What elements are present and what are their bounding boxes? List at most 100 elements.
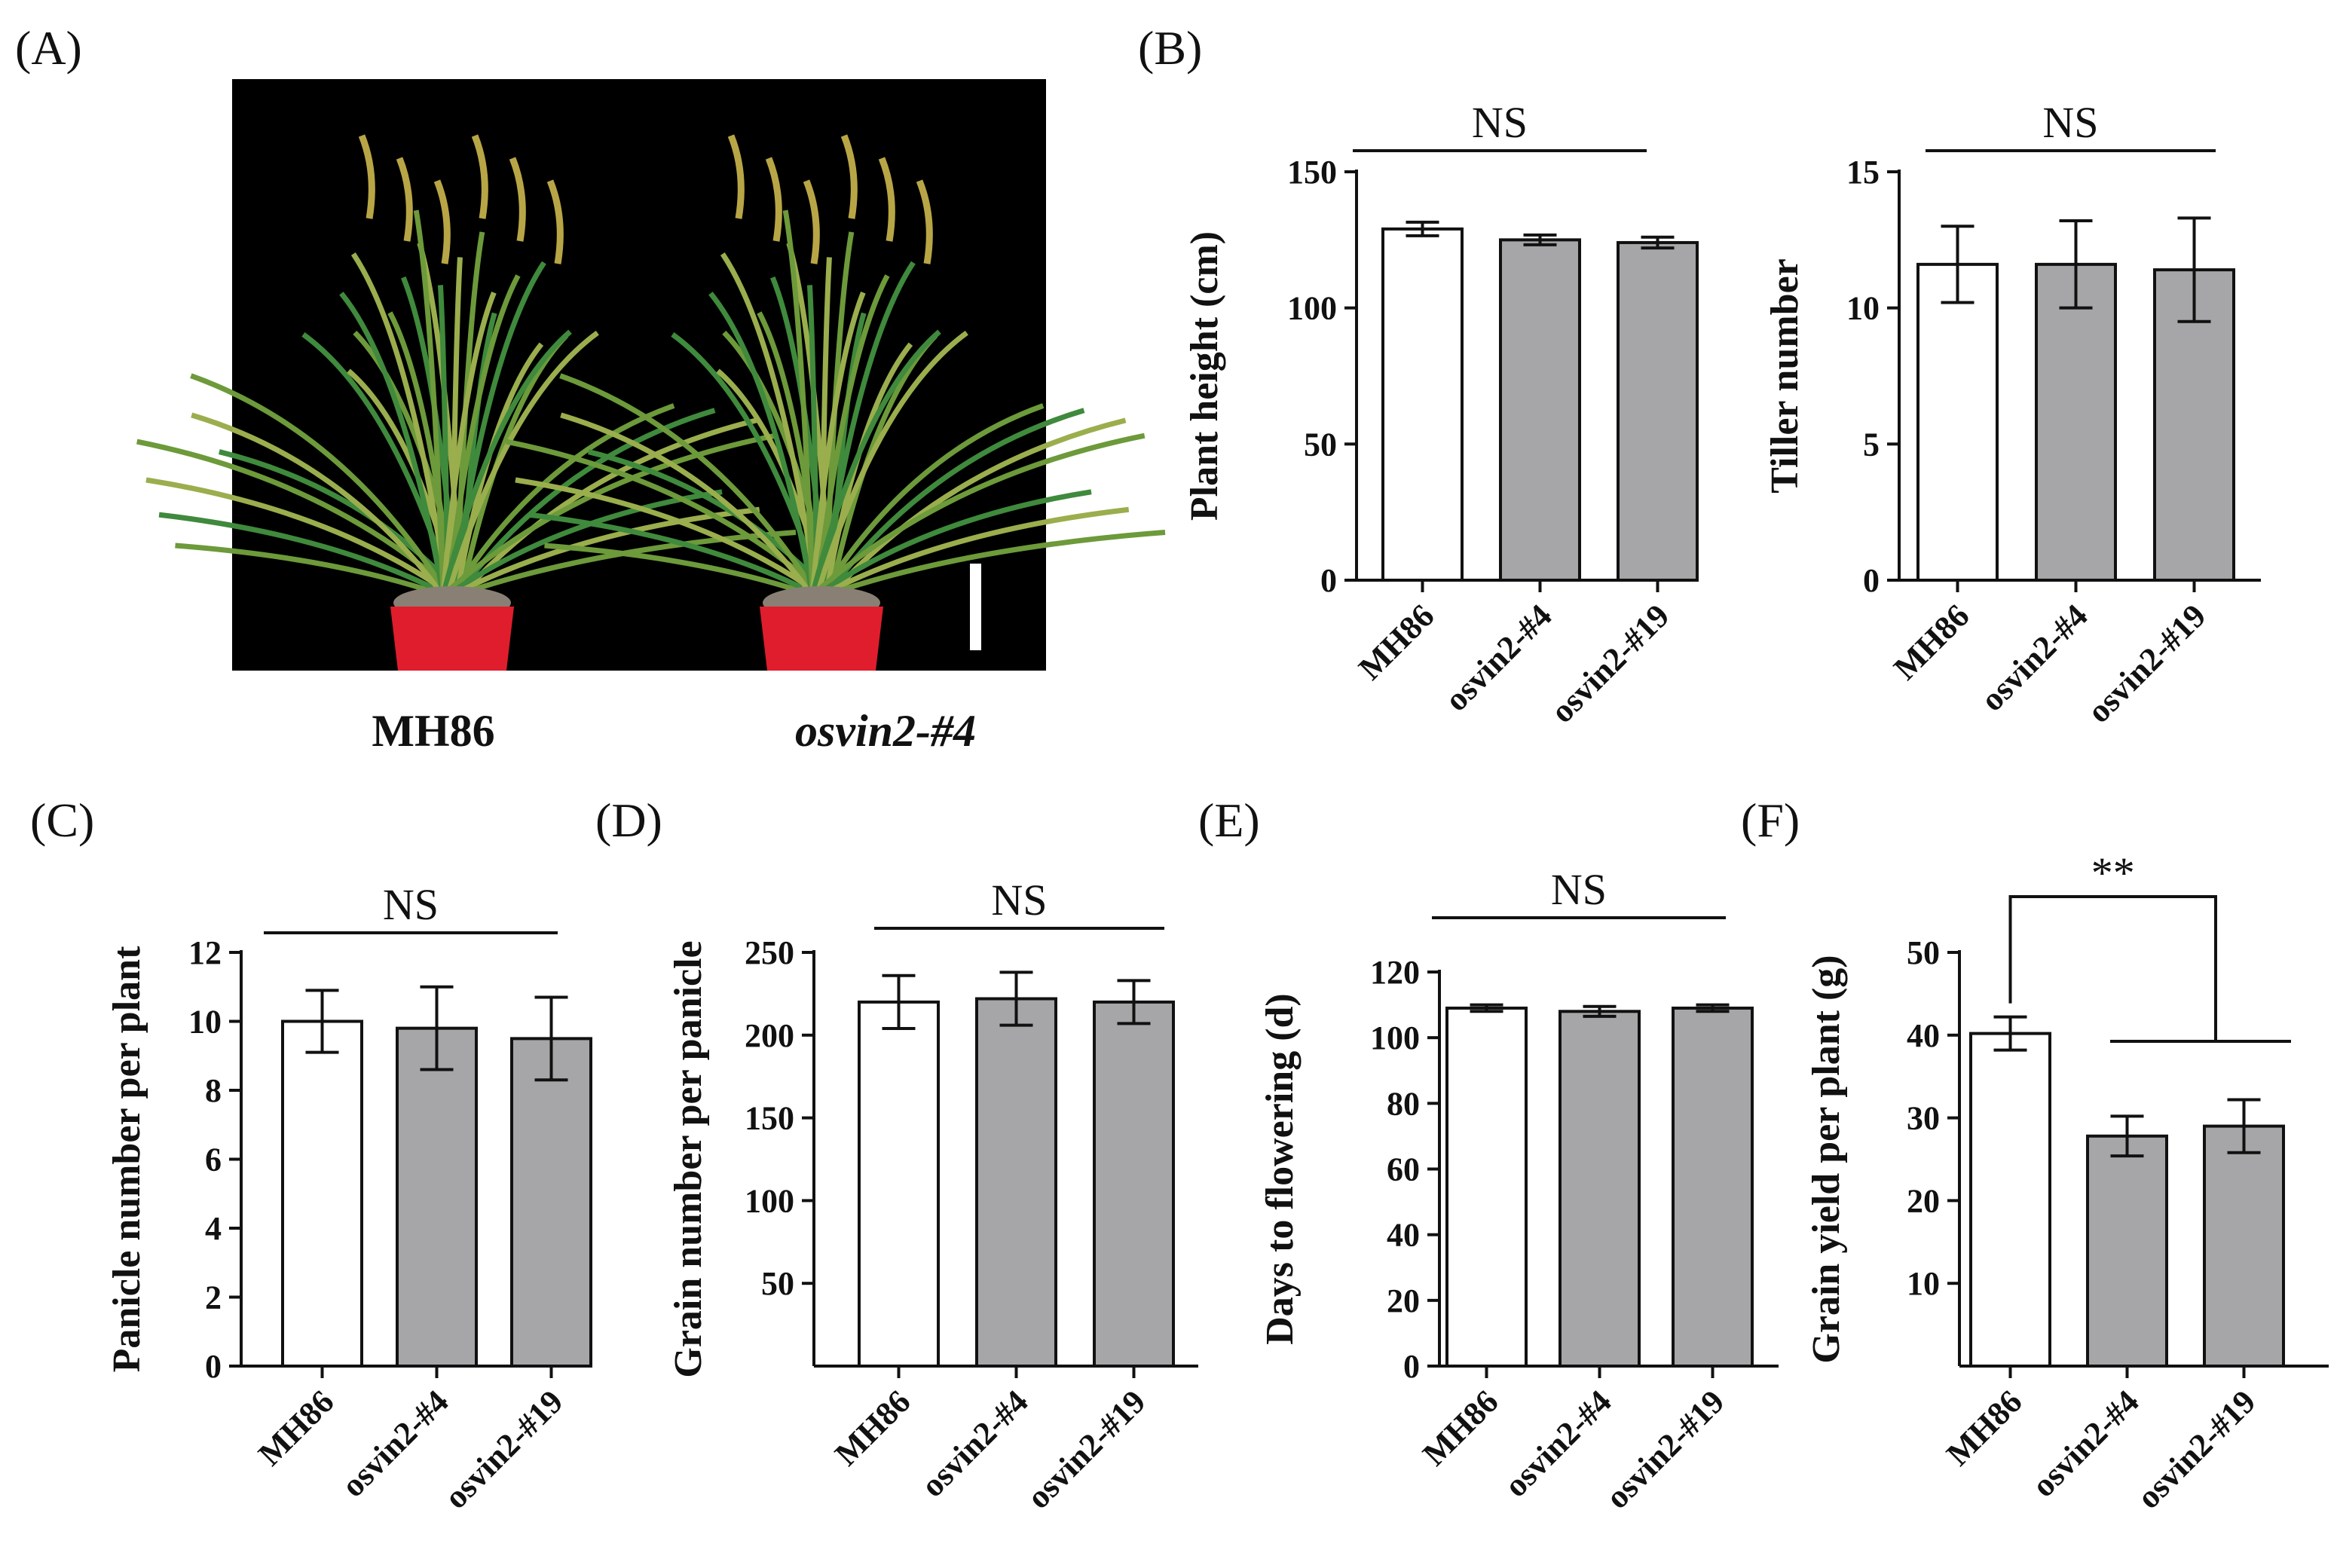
chart-3: (D) Grain number per panicle 50 100 150 200 25… [595,793,1198,1516]
y-axis-label: Days to flowering (d) [1259,993,1302,1345]
significance-bracket [2008,895,2217,1041]
y-tick-label: 200 [745,1017,794,1054]
leaf [528,512,818,598]
y-tick-label: 150 [1287,154,1337,191]
rice-plant-mh86 [136,134,797,671]
chart-1: Tiller number 0 5 10 15 MH86osvin2-#4osvin2-#… [1763,98,2261,730]
x-tick-label: osvin2-#4 [1497,1383,1619,1504]
leaf [413,209,446,596]
bar [2203,1124,2285,1368]
panicle [509,157,526,242]
significance-label: NS [1551,865,1607,914]
leaf [445,274,521,596]
rice-plant-osvin2-4 [506,134,1166,671]
chart-4: (E) Days to flowering (d) 0 20 40 60 80 100 120 M… [1198,793,1779,1516]
y-tick-label: 0 [1320,562,1337,599]
leaf [158,512,449,598]
x-tick-label: MH86 [1415,1383,1505,1472]
panicle [358,134,375,219]
y-tick-label: 10 [1907,1265,1940,1302]
panel-a-label: (A) [15,21,82,75]
leaf [440,329,572,596]
bar [1093,1000,1175,1368]
leaf [454,231,485,596]
y-axis-label: Plant height (cm) [1183,231,1226,521]
x-tick-label: MH86 [1351,597,1441,686]
leaf [339,292,446,596]
y-tick-label: 2 [205,1279,222,1316]
y-tick-label: 0 [205,1348,222,1385]
significance-label: ** [2091,848,2135,897]
leaf [828,417,1127,598]
panicle [727,134,745,219]
bar [858,1000,940,1368]
leaf [820,506,1130,598]
significance-label: NS [1472,98,1528,147]
panel-a: (A) MH86 osvin2-#4 [15,21,1166,756]
bar [1672,1006,1754,1368]
leaf [175,543,445,598]
y-axis-label: Grain yield per plant (g) [1805,955,1848,1363]
x-tick-label: osvin2-#19 [1543,597,1676,729]
y-tick-label: 12 [188,934,222,971]
leaf [560,412,815,598]
x-tick-label: osvin2-#19 [2130,1383,2262,1515]
y-tick-label: 100 [745,1182,794,1219]
plant-label-osvin2-4: osvin2-#4 [795,706,976,756]
bar [1381,227,1464,582]
panicle [765,157,782,242]
leaf [449,257,463,596]
x-tick-label: osvin2-#4 [2025,1383,2146,1504]
chart-0: (B)Plant height (cm)050100150MH86osvin2-… [1138,21,1699,730]
panicle [471,134,488,219]
panicle [433,179,451,264]
leaf [445,330,599,597]
panel-label: (B) [1138,21,1202,75]
leaf [515,477,824,598]
y-tick-label: 8 [205,1072,222,1109]
pot [760,607,883,671]
leaf [810,432,1146,598]
x-tick-label: osvin2-#19 [1020,1383,1152,1515]
y-tick-label: 20 [1387,1282,1420,1319]
leaf [588,449,833,598]
bar [510,1037,592,1368]
scale-bar [970,564,981,650]
leaf [814,330,968,597]
leaf [824,529,1166,598]
leaf [814,274,890,596]
y-tick-label: 6 [205,1142,222,1178]
panicle [546,179,564,264]
y-tick-label: 50 [1304,426,1337,463]
y-tick-label: 80 [1387,1085,1420,1122]
significance-label: NS [2042,98,2098,147]
y-axis-label: Panicle number per plant [106,946,148,1372]
panicle [803,179,820,264]
bar [1969,1032,2051,1368]
y-tick-label: 100 [1370,1019,1420,1056]
leaf [459,417,757,598]
y-tick-label: 30 [1907,1100,1940,1137]
leaf [815,489,1092,598]
bar [1499,238,1581,582]
panicle [396,157,413,242]
y-tick-label: 150 [745,1100,794,1137]
plant-illustrations [136,134,1166,671]
bar [281,1019,363,1368]
bar [396,1026,478,1368]
y-tick-label: 4 [205,1210,222,1247]
bar [975,997,1057,1368]
leaf [559,373,819,597]
leaf [544,543,814,598]
panicle [878,157,895,242]
x-tick-label: osvin2-#4 [914,1383,1035,1504]
x-tick-label: MH86 [1939,1383,2029,1472]
leaf [818,257,832,596]
x-tick-label: osvin2-#4 [1438,597,1559,718]
x-tick-label: osvin2-#4 [335,1383,456,1504]
chart-2: (C) Panicle number per plant 0 2 4 6 8 10 12 MH86… [30,793,592,1516]
bar [1559,1010,1641,1368]
y-tick-label: 40 [1907,1017,1940,1054]
y-tick-label: 0 [1403,1348,1420,1385]
